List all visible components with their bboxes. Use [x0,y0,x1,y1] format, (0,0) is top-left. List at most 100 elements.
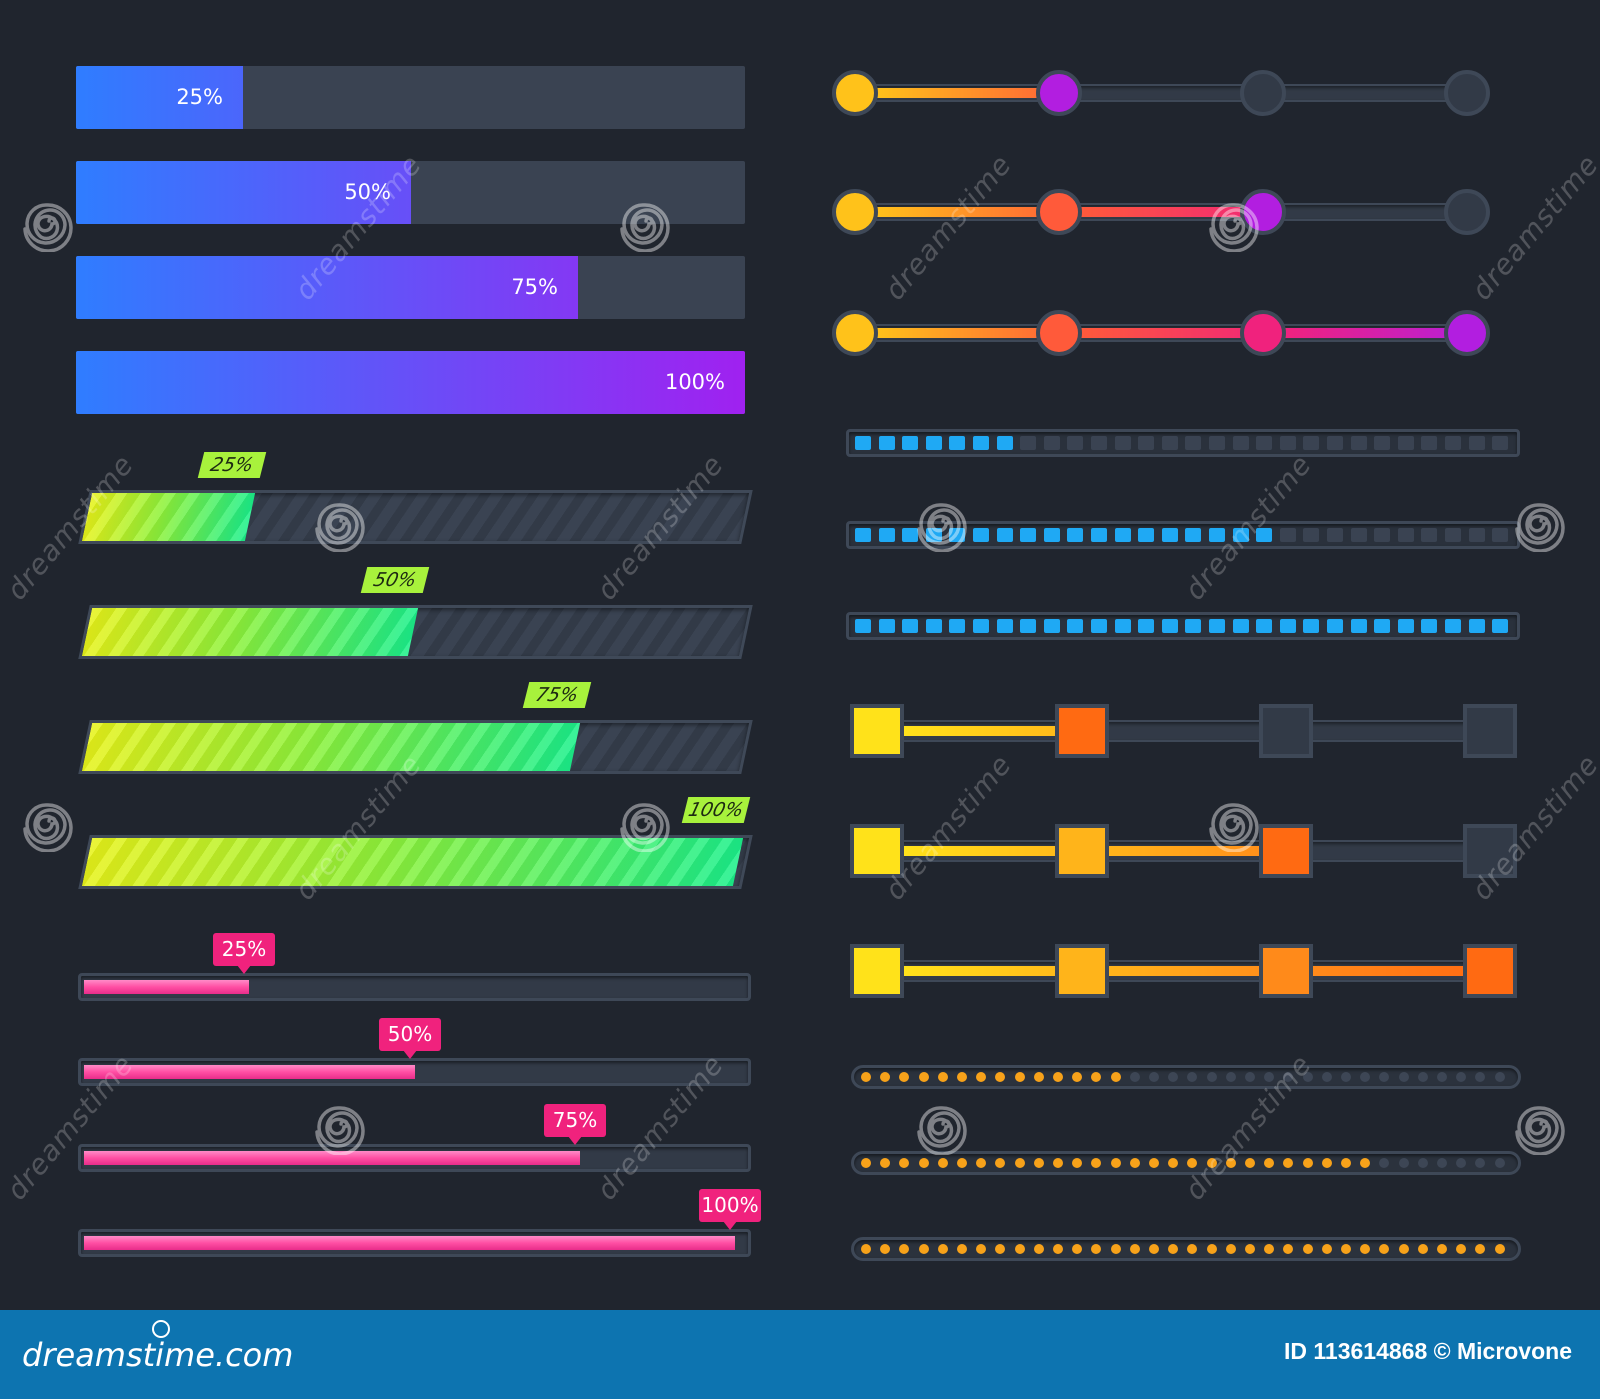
progress-segment [1421,436,1438,450]
progress-dot [1264,1158,1275,1168]
progress-dot [1360,1244,1371,1254]
progress-segment [1091,619,1107,633]
step-slider-node[interactable] [1036,189,1082,235]
step-slider-node[interactable] [1240,310,1286,356]
progress-segment [1138,619,1155,633]
progress-segment [1279,619,1296,633]
square-step-node[interactable] [1055,944,1109,998]
progress-dot [1245,1244,1255,1254]
progress-dot [1494,1244,1505,1254]
gradient-progress-fill [76,66,243,129]
pink-progress-fill [84,1065,415,1079]
square-step-node[interactable] [1259,704,1313,758]
pink-progress-bar [78,973,751,1001]
progress-segment [1067,436,1084,450]
progress-dot [1456,1072,1467,1082]
progress-segment [1303,528,1320,542]
progress-dot [1398,1244,1409,1254]
square-step-node[interactable] [850,944,904,998]
progress-segment [902,528,919,542]
progress-segment [1043,528,1060,542]
progress-segment [878,436,895,450]
progress-dot [1264,1244,1275,1254]
progress-dot [1437,1244,1447,1254]
progress-segment [1232,436,1249,450]
progress-dot [1494,1158,1505,1168]
dotted-progress-bar [851,1065,1521,1089]
progress-percent-label: 75% [511,275,558,299]
step-slider-node[interactable] [1444,70,1490,116]
progress-segment [1445,436,1461,450]
footer-brand[interactable]: dreamstime.com [22,1336,294,1374]
gradient-progress-fill [76,351,745,414]
progress-percent-label: 25% [176,85,223,109]
progress-percent-tag: 50% [379,1018,441,1059]
progress-segment [1374,528,1391,542]
step-slider-node[interactable] [1240,70,1286,116]
progress-dot [1417,1244,1428,1254]
progress-dot [1033,1244,1044,1254]
progress-dot [937,1244,948,1254]
progress-segment [1492,619,1509,633]
progress-segment [949,436,966,450]
progress-segment [1350,528,1367,542]
progress-dot [1379,1158,1390,1168]
step-slider-node[interactable] [1036,70,1082,116]
step-slider-node[interactable] [832,310,878,356]
square-step-node[interactable] [1259,824,1313,878]
progress-dot [1072,1244,1083,1254]
progress-dot [1456,1244,1467,1254]
progress-segment [1350,436,1367,450]
square-step-node[interactable] [1055,824,1109,878]
progress-segment [1327,528,1343,542]
progress-dot [1475,1158,1486,1168]
progress-segment [1161,619,1178,633]
progress-dot [861,1244,871,1254]
square-step-node[interactable] [850,704,904,758]
progress-dot [1091,1158,1102,1168]
watermark-spiral-icon [912,1093,974,1156]
square-step-node[interactable] [1463,824,1517,878]
step-slider-node[interactable] [1444,189,1490,235]
progress-dot [1283,1072,1294,1082]
progress-dot [1302,1244,1313,1254]
progress-percent-label: 100% [664,370,725,394]
square-step-node[interactable] [850,824,904,878]
gradient-progress-bar: 100% [76,351,745,414]
progress-dot [1398,1158,1409,1168]
progress-dot [1302,1072,1313,1082]
step-slider-node[interactable] [1036,310,1082,356]
square-step-node[interactable] [1259,944,1313,998]
progress-segment [878,528,895,542]
progress-dot [976,1072,987,1082]
segmented-progress-bar [846,429,1520,457]
progress-dot [1129,1072,1140,1082]
progress-dot [995,1072,1006,1082]
step-slider-node[interactable] [1240,189,1286,235]
progress-dot [1149,1158,1159,1168]
progress-dot [1168,1072,1179,1082]
progress-dot [1398,1072,1409,1082]
progress-segment [855,619,871,633]
striped-progress-bar [78,605,753,659]
progress-segment [1421,619,1438,633]
watermark-spiral-icon [1510,490,1572,553]
progress-dot [1129,1158,1140,1168]
progress-dot [1379,1244,1390,1254]
progress-dot [1321,1244,1332,1254]
square-step-node[interactable] [1463,944,1517,998]
progress-dot [1206,1244,1217,1254]
watermark-spiral-icon [1510,1093,1572,1156]
step-slider-node[interactable] [1444,310,1490,356]
square-step-node[interactable] [1055,704,1109,758]
progress-dot [880,1244,891,1254]
step-slider-node[interactable] [832,70,878,116]
progress-dot [1379,1072,1390,1082]
pink-progress-fill [84,980,249,994]
progress-segment [949,528,966,542]
square-step-node[interactable] [1463,704,1517,758]
progress-dot [1456,1158,1467,1168]
watermark-text: dreamstime [878,148,1019,307]
step-slider-node[interactable] [832,189,878,235]
progress-dot [918,1072,929,1082]
